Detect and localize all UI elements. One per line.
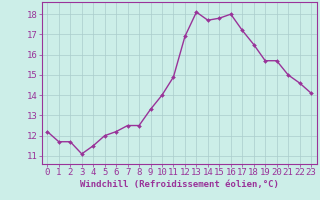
X-axis label: Windchill (Refroidissement éolien,°C): Windchill (Refroidissement éolien,°C) [80,180,279,189]
